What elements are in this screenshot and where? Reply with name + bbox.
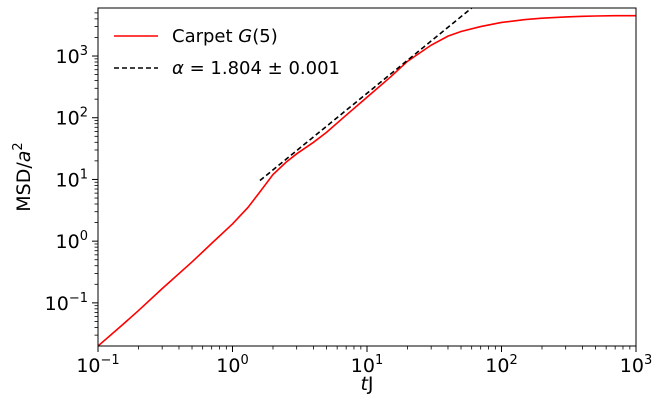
y-axis-label: MSD/a2 [11, 142, 35, 211]
ticks-layer: 10−1 100 101 102 103 10−1 100 101 102 103 [45, 12, 652, 377]
series-layer [98, 8, 636, 346]
y-axis-label-base: MSD/ [13, 162, 35, 212]
x-tick-label: 103 [620, 353, 652, 377]
legend-label-fit-italic: α [172, 58, 184, 79]
y-axis-label-sup: 2 [11, 142, 26, 150]
y-axis-label-italic: a [13, 151, 35, 163]
legend-label-carpet: Carpet G(5) [172, 26, 278, 47]
legend-label-fit: α = 1.804 ± 0.001 [172, 58, 340, 79]
x-tick-label: 100 [216, 353, 248, 377]
x-tick-label: 10−1 [76, 353, 119, 377]
legend: Carpet G(5) α = 1.804 ± 0.001 [114, 26, 340, 79]
x-tick-label: 102 [485, 353, 517, 377]
series-line-fit [259, 8, 473, 182]
legend-label-carpet-plain: Carpet [172, 26, 238, 47]
legend-label-carpet-italic: G [238, 26, 252, 47]
legend-label-carpet-rest: (5) [252, 26, 278, 47]
x-axis-label: tJ [360, 373, 373, 394]
y-tick-label: 100 [56, 229, 88, 253]
x-tick-label: 101 [351, 353, 383, 377]
y-tick-label: 103 [56, 44, 88, 68]
series-line-carpet [98, 14, 636, 346]
y-tick-label: 10−1 [45, 291, 88, 315]
x-axis-label-italic: t [360, 373, 369, 394]
y-tick-label: 102 [56, 106, 88, 130]
x-axis-label-rest: J [367, 373, 374, 394]
y-tick-label: 101 [56, 167, 88, 191]
legend-label-fit-rest: = 1.804 ± 0.001 [184, 58, 340, 79]
